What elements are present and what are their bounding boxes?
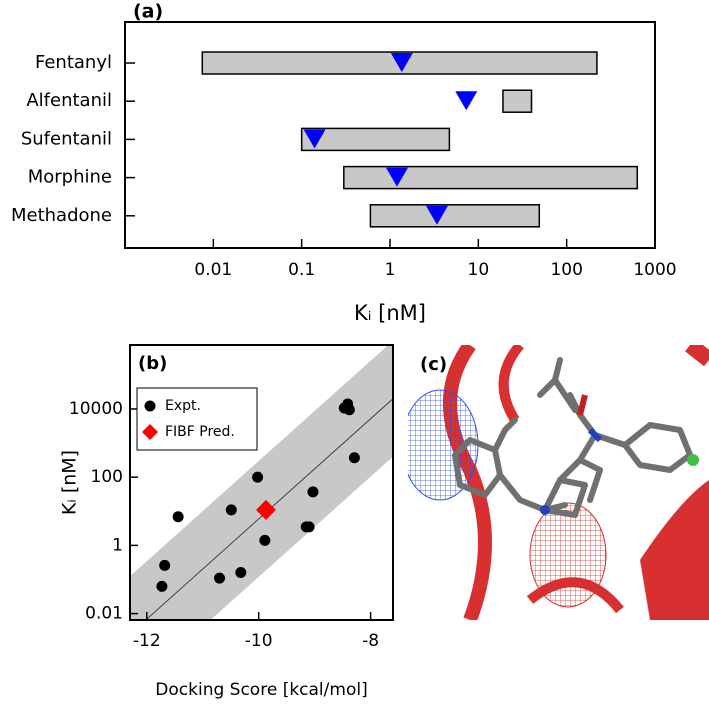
range-bar [502,89,533,113]
point [252,471,264,483]
panel-label: (c) [420,354,447,375]
legend-label: FIBF Pred. [165,424,235,440]
point [225,504,237,516]
legend-marker [144,400,156,412]
category-label: Sufentanil [21,128,112,149]
y-tick-label: 1 [112,535,123,555]
x-tick-label: 100 [550,260,582,280]
y-tick-label: 0.01 [85,604,123,624]
panel-label: (b) [138,353,167,374]
point [343,404,355,416]
panel-label: (a) [133,1,163,23]
legend-marker [142,424,158,440]
x-tick-label: 1 [385,260,396,280]
legend-box [136,387,258,451]
point [235,567,247,579]
point [214,572,226,584]
point [348,452,360,464]
point [303,521,315,533]
point [307,486,319,498]
x-axis-label: Docking Score [kcal/mol] [155,680,367,700]
category-label: Morphine [28,167,112,188]
y-tick-label: 10000 [69,399,123,419]
range-bar [369,204,541,228]
point [172,511,184,523]
marker [303,129,326,149]
x-tick-label: 0.1 [288,260,315,280]
marker [425,205,448,225]
range-bar [300,127,451,152]
point [156,580,168,592]
category-label: Fentanyl [35,52,112,73]
fit-line [145,398,393,620]
x-tick-label: 0.01 [194,260,232,280]
plot-frame [124,21,656,249]
legend-label: Expt. [165,398,201,414]
x-tick-label: 10 [468,260,490,280]
marker [385,167,408,187]
plot-area [130,345,393,620]
point [255,499,276,520]
x-tick-label: -10 [245,631,273,651]
category-label: Methadone [11,205,112,226]
category-label: Alfentanil [26,90,112,111]
plot-frame [129,344,394,621]
point [159,559,171,571]
marker [390,53,413,72]
range-bar [343,165,639,190]
x-axis-label: Kᵢ [nM] [354,301,426,325]
fit-band [130,345,393,620]
x-tick-label: -12 [133,631,161,651]
x-tick-label: 1000 [633,260,676,280]
marker [455,91,478,111]
x-tick-label: -8 [362,631,379,651]
y-tick-label: 100 [91,467,123,487]
structure-image [408,345,709,620]
point [259,534,271,546]
y-axis-label: Kᵢ [nM] [59,450,81,515]
